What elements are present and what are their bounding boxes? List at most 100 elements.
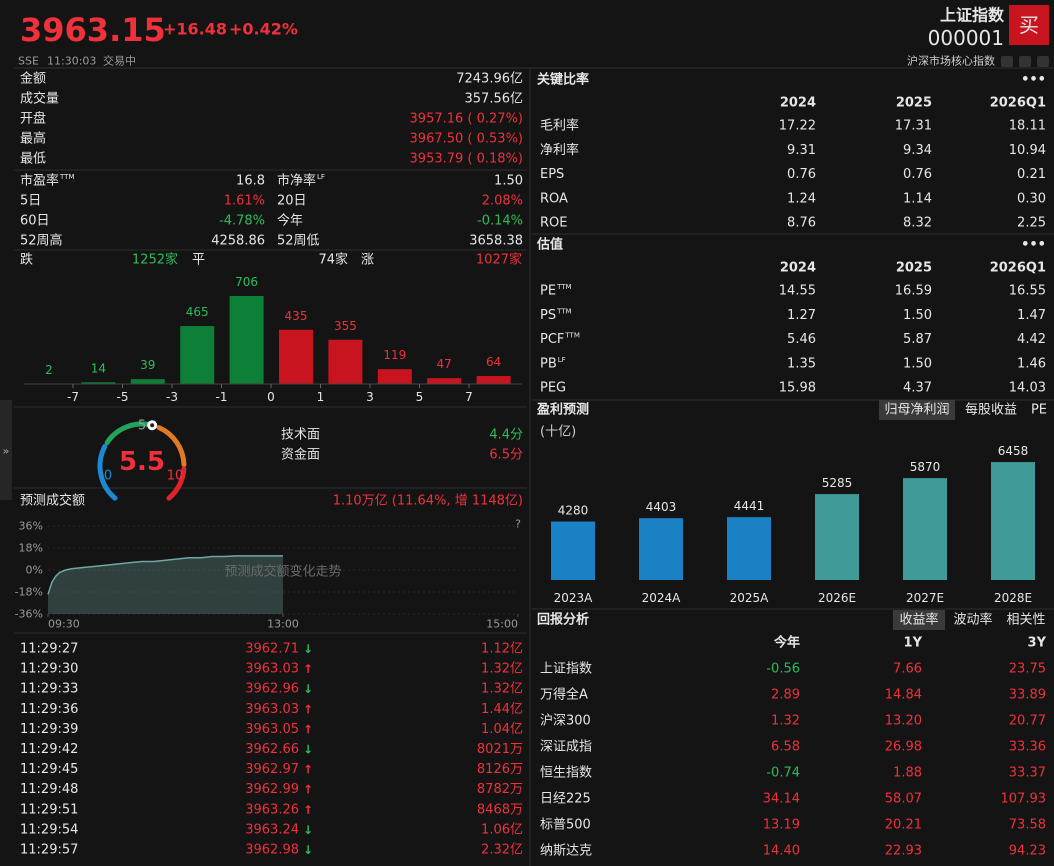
tick-direction: ↑	[303, 783, 313, 797]
bar	[815, 494, 859, 580]
cell: 1.35	[787, 356, 816, 371]
buy-button[interactable]	[1009, 5, 1049, 45]
bar-value-label: 435	[285, 309, 308, 323]
stat-label: 52周高	[20, 233, 63, 249]
cell: 34.14	[763, 792, 800, 807]
row-label: PB	[540, 356, 557, 371]
bar	[130, 379, 165, 384]
quote-value: 3957.16 ( 0.27%)	[410, 112, 523, 127]
tick-price: 3962.98	[245, 843, 299, 858]
cell: 2.89	[771, 688, 800, 703]
cell: 1.32	[771, 714, 800, 729]
gauge-mid: 5	[138, 419, 146, 434]
row-label: 深证成指	[540, 740, 592, 755]
change-pct: +0.42%	[229, 20, 298, 39]
help-icon[interactable]: ?	[515, 518, 521, 531]
tick-price: 3963.03	[245, 662, 299, 677]
tab[interactable]: 波动率	[953, 612, 992, 628]
x-tick-label: 2024A	[642, 591, 682, 605]
cell: 2.25	[1017, 216, 1046, 231]
quote-label: 成交量	[20, 91, 59, 107]
stat-value: 16.8	[236, 174, 265, 189]
side-tab[interactable]	[0, 400, 12, 500]
tick-volume: 1.44亿	[481, 702, 523, 717]
cell: 1.46	[1017, 356, 1046, 371]
tick-time: 11:29:30	[20, 662, 78, 677]
stat-label: 市盈率	[20, 173, 59, 189]
tick-direction: ↑	[303, 662, 313, 676]
breadth-down: 1252家	[132, 252, 178, 268]
superscript: TTM	[564, 332, 579, 340]
more-button[interactable]: •••	[1021, 238, 1046, 253]
tick-direction: ↑	[303, 722, 313, 736]
row-label: 恒生指数	[540, 766, 592, 781]
tick-price: 3963.26	[245, 802, 299, 817]
breadth-flat: 74家	[318, 252, 348, 268]
gauge-arc	[166, 466, 187, 501]
tab[interactable]: 收益率	[899, 612, 938, 628]
tick-price: 3962.66	[245, 742, 299, 757]
quote-value: 7243.96亿	[456, 72, 523, 87]
tick-direction: ↑	[303, 763, 313, 777]
row-label: EPS	[540, 167, 564, 182]
cell: 0.21	[1017, 167, 1046, 182]
row-label: PCF	[540, 332, 564, 347]
stat-label: 今年	[277, 213, 303, 229]
cell: 5.87	[903, 332, 932, 347]
row-label: PS	[540, 308, 556, 323]
row-label: 日经225	[540, 792, 591, 807]
section-title: 盈利预测	[536, 402, 589, 418]
gauge-value: 5.5	[119, 447, 165, 477]
superscript: TTM	[556, 307, 571, 315]
status: 交易中	[103, 54, 136, 68]
row-label: PEG	[540, 381, 566, 396]
quote-label: 开盘	[20, 111, 46, 127]
cell: 7.66	[893, 662, 922, 677]
cell: 20.77	[1009, 714, 1046, 729]
cell: 14.03	[1009, 381, 1046, 396]
tick-time: 11:29:27	[20, 642, 78, 657]
tab[interactable]: 相关性	[1006, 613, 1045, 628]
bar-value-label: 64	[486, 355, 501, 369]
section-title: 回报分析	[537, 612, 589, 628]
tab-active	[879, 400, 955, 420]
cell: 14.40	[763, 844, 800, 859]
x-tick-label: 13:00	[267, 618, 299, 631]
bar-value-label: 5870	[910, 460, 941, 474]
row-label: 纳斯达克	[540, 844, 592, 859]
icon[interactable]	[1037, 56, 1049, 67]
column-header: 2024	[780, 261, 816, 276]
icon[interactable]	[1001, 56, 1013, 67]
cell: 0.76	[787, 167, 816, 182]
cell: 94.23	[1009, 844, 1046, 859]
tick-time: 11:29:57	[20, 843, 78, 858]
tab[interactable]: 归母净利润	[884, 403, 949, 418]
quote-value: 3967.50 ( 0.53%)	[410, 132, 523, 147]
quote-label: 金额	[20, 71, 46, 87]
quote-value: 3953.79 ( 0.18%)	[410, 152, 523, 167]
stat-value: 1.61%	[224, 194, 265, 209]
tick-volume: 2.32亿	[481, 843, 523, 858]
cell: 22.93	[885, 844, 922, 859]
tick-price: 3963.03	[245, 702, 299, 717]
superscript: TTM	[556, 283, 571, 291]
icon[interactable]	[1019, 56, 1031, 67]
bar	[377, 369, 412, 384]
bar	[727, 517, 771, 580]
cell: 33.89	[1009, 688, 1046, 703]
tick-time: 11:29:36	[20, 702, 78, 717]
line	[47, 555, 283, 595]
more-button[interactable]: •••	[1021, 73, 1046, 88]
tick-volume: 8021万	[477, 742, 523, 757]
tick-direction: ↓	[303, 642, 313, 656]
tab[interactable]: 每股收益	[965, 402, 1017, 418]
area	[48, 555, 283, 614]
cell: 17.31	[895, 119, 932, 134]
side-tab-icon: »	[3, 445, 10, 458]
cell: 5.46	[787, 332, 816, 347]
cell: 1.47	[1017, 308, 1046, 323]
tab[interactable]: PE	[1031, 403, 1047, 418]
column-header: 2026Q1	[990, 261, 1046, 276]
breadth-label: 涨	[361, 253, 374, 268]
